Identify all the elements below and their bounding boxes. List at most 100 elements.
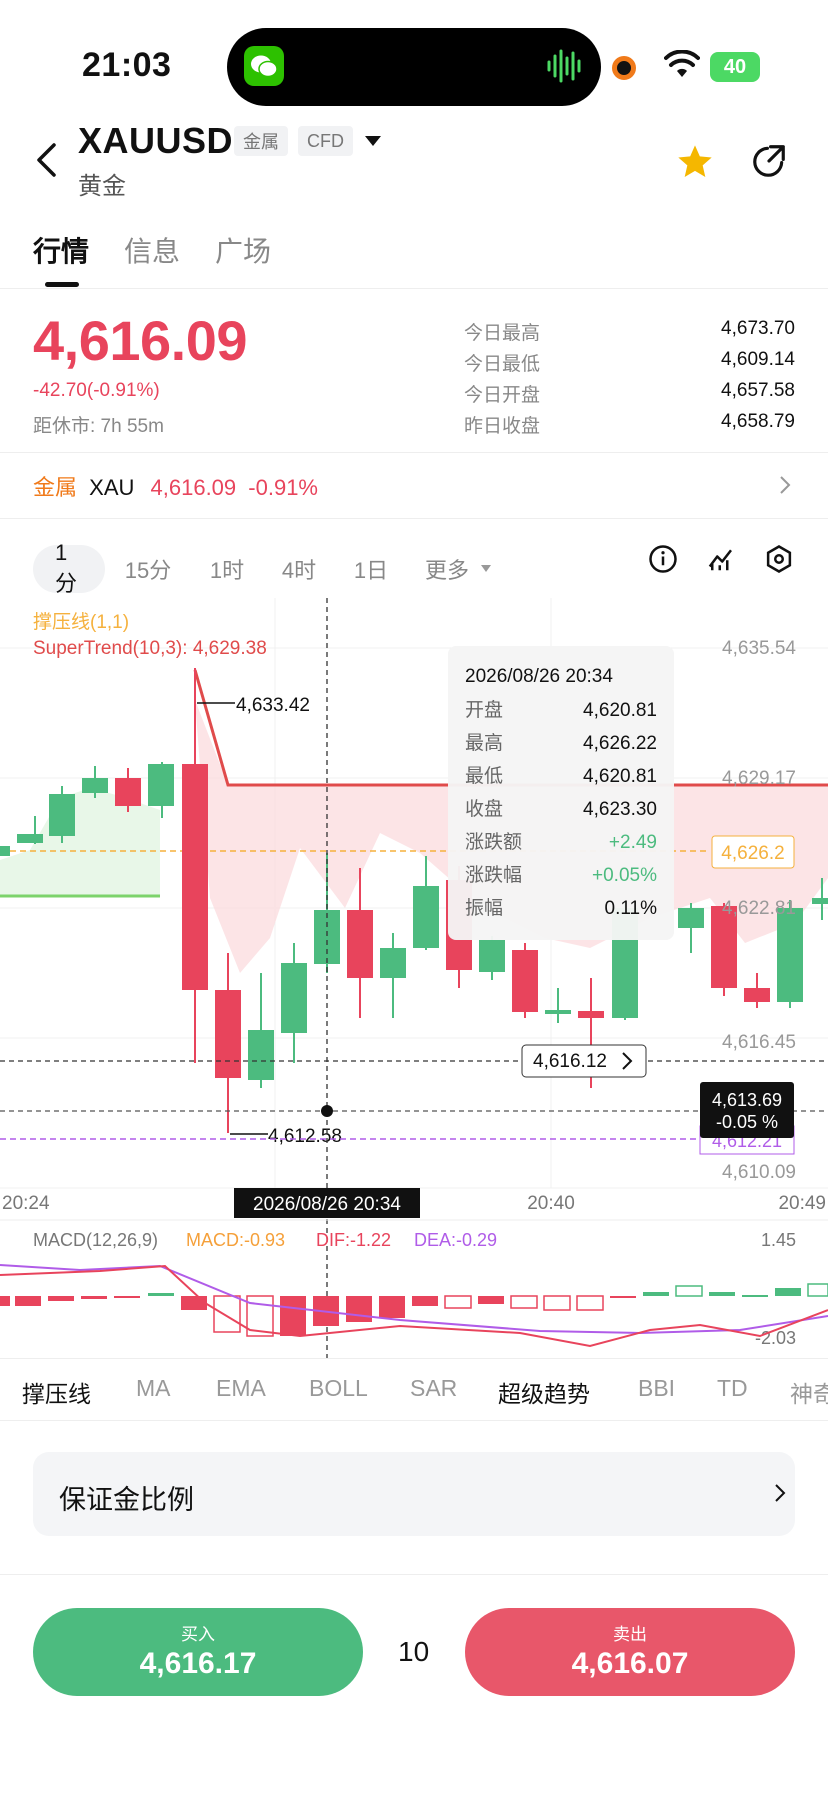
back-icon[interactable] [34,142,58,178]
tooltip-value: 4,626.22 [583,733,657,754]
tab-square[interactable]: 广场 [215,236,272,267]
candle [578,1011,604,1018]
indicator-chart-icon[interactable] [706,544,736,574]
candle [248,1030,274,1080]
settings-icon[interactable] [764,544,794,574]
favorite-star-icon[interactable] [675,142,715,182]
stat-label-high: 今日最高 [464,323,541,344]
audio-wave-icon [547,49,581,83]
related-symbol: XAU [89,475,135,500]
x-tick: 20:24 [2,1193,50,1214]
y-tick: 4,629.17 [722,768,796,789]
market-close-countdown: 距休市: 7h 55m [33,416,164,437]
crosshair-time: 2026/08/26 20:34 [253,1194,401,1215]
tooltip-label: 涨跌幅 [465,864,522,886]
dynamic-island [227,28,601,106]
ohlc-tooltip: 2026/08/26 20:34 开盘 4,620.81 最高 4,626.22… [448,646,674,940]
stat-value-open: 4,657.58 [721,380,795,401]
x-tick: 20:40 [527,1193,575,1214]
sell-label: 卖出 [613,1625,647,1644]
indicator-bbi[interactable]: BBI [638,1375,676,1401]
crosshair-price-pill: 4,616.12 [521,1044,647,1078]
candle [812,898,828,904]
chevron-right-icon [775,1484,786,1502]
tooltip-label: 最低 [465,765,503,787]
period-4h[interactable]: 4时 [281,558,317,583]
candle [545,1010,571,1014]
period-1m[interactable]: 1分 [33,540,105,596]
price-change: -42.70(-0.91%) [33,380,160,401]
macd-dea: DEA:-0.29 [414,1230,497,1250]
candle [148,764,174,806]
sell-price: 4,616.07 [571,1647,689,1680]
buy-button[interactable]: 买入 4,616.17 [33,1608,363,1696]
trade-quantity[interactable]: 10 [398,1636,430,1667]
tooltip-label: 最高 [465,732,503,754]
tooltip-label: 振幅 [465,897,503,919]
battery-icon: 40 [710,52,760,82]
period-15m[interactable]: 15分 [124,558,172,583]
symbol-dropdown-icon[interactable] [364,134,382,148]
share-icon[interactable] [750,142,788,180]
divider [0,452,828,453]
indicator-support[interactable]: 撑压线 [22,1381,91,1407]
divider [0,1358,828,1359]
stat-value-prev-close: 4,658.79 [721,411,795,432]
support-level-value: 4,626.2 [721,843,784,864]
candle [17,834,43,843]
indicator-sar[interactable]: SAR [410,1375,458,1401]
indicator-ma[interactable]: MA [136,1375,171,1401]
tag-cfd: CFD [298,126,353,156]
period-more[interactable]: 更多 [424,558,469,583]
divider [0,288,828,289]
macd-title: MACD(12,26,9) [33,1230,158,1250]
symbol-title: XAUUSD [78,120,234,161]
candle [380,948,406,978]
buy-price: 4,616.17 [139,1647,257,1680]
tooltip-value: 4,620.81 [583,766,657,787]
indicator-magic[interactable]: 神奇 [790,1381,828,1407]
indicator-boll[interactable]: BOLL [309,1375,368,1401]
legend-supertrend: SuperTrend(10,3): 4,629.38 [33,638,267,659]
margin-ratio-label: 保证金比例 [59,1485,194,1515]
chevron-right-icon [622,1052,633,1070]
y-tick: 4,622.81 [722,898,796,919]
candle [711,906,737,988]
related-category: 金属 [33,475,78,500]
macd-dif: DIF:-1.22 [316,1230,391,1250]
candlestick-chart[interactable]: 4,626.2 4,633.42 4,612.58 4,6 [0,598,828,1358]
sell-button[interactable]: 卖出 4,616.07 [465,1608,795,1696]
macd-histogram [0,1283,828,1337]
candle [314,910,340,964]
candle [215,990,241,1078]
period-1d[interactable]: 1日 [353,558,389,583]
wifi-icon [664,50,700,77]
candle [115,778,141,806]
candle [678,908,704,928]
wechat-icon [244,46,284,86]
indicator-td[interactable]: TD [717,1375,748,1401]
crosshair-time-pill: 2026/08/26 20:34 [234,1188,420,1218]
info-icon[interactable] [648,544,678,574]
candle [49,794,75,836]
tab-quote[interactable]: 行情 [33,236,90,267]
tab-info[interactable]: 信息 [124,236,181,267]
candle [744,988,770,1002]
symbol-name: 黄金 [78,173,126,200]
indicator-supertrend[interactable]: 超级趋势 [498,1381,590,1407]
high-label: 4,633.42 [236,695,310,716]
related-asset-row[interactable]: 金属 XAU 4,616.09 -0.91% [33,470,318,502]
status-time: 21:03 [82,46,172,84]
candle [413,886,439,948]
period-1h[interactable]: 1时 [209,558,245,583]
margin-ratio-row[interactable]: 保证金比例 [33,1452,795,1536]
stat-value-low: 4,609.14 [721,349,795,370]
indicator-ema[interactable]: EMA [216,1375,266,1401]
divider [0,1420,828,1421]
recording-indicator-icon [612,56,636,80]
tooltip-label: 涨跌额 [465,831,522,853]
buy-label: 买入 [181,1625,215,1644]
x-tick: 20:49 [778,1193,826,1214]
candle [82,778,108,793]
tooltip-label: 开盘 [465,699,503,721]
